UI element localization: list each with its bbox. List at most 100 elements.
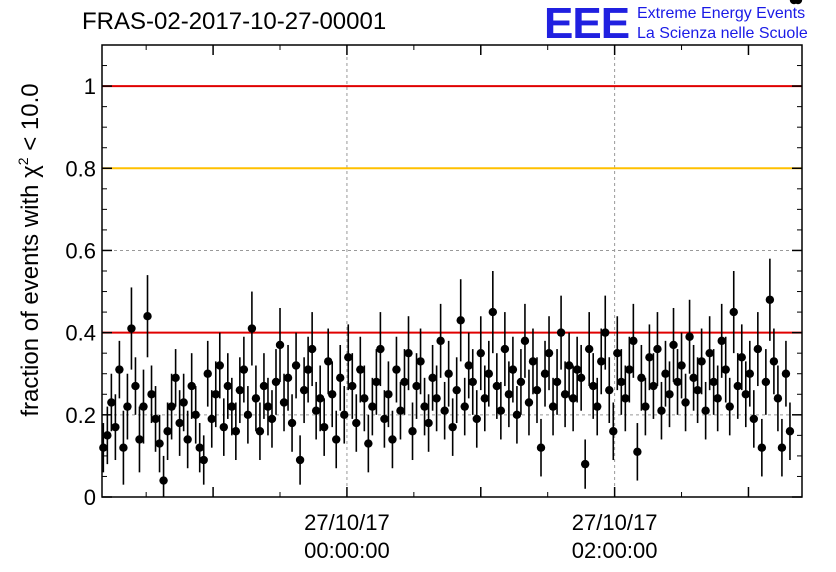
data-point [356, 365, 365, 374]
data-point [516, 377, 526, 387]
data-point [412, 381, 421, 391]
data-point [781, 369, 791, 378]
data-point [544, 348, 554, 358]
data-point [223, 381, 233, 391]
data-point [372, 377, 381, 387]
data-point [231, 427, 241, 436]
data-point [524, 398, 534, 407]
data-point [299, 385, 309, 395]
data-point [239, 365, 249, 374]
data-point [757, 443, 767, 452]
data-point [259, 381, 269, 391]
data-point [103, 431, 112, 440]
data-point [536, 443, 546, 452]
data-point [633, 447, 642, 456]
data-point [143, 312, 152, 321]
data-point [424, 418, 433, 428]
y-axis-label-symbol: χ [17, 165, 44, 178]
eee-logo: EEE Extreme Energy Events La Scienza nel… [540, 0, 830, 48]
y-tick-label: 0.2 [65, 403, 96, 428]
x-tick-label-date: 27/10/17 [572, 510, 658, 535]
data-point [267, 414, 277, 424]
data-point [303, 365, 313, 374]
y-tick-label: 0.4 [65, 321, 96, 346]
data-point [645, 353, 654, 362]
data-point [749, 414, 759, 424]
data-point [713, 394, 722, 403]
data-point [444, 369, 453, 378]
data-point [119, 443, 128, 452]
data-point [456, 316, 465, 325]
data-point [488, 307, 498, 317]
data-point [568, 394, 578, 403]
data-point [392, 365, 401, 374]
data-point [183, 435, 192, 444]
data-points [99, 0, 803, 497]
data-point [593, 402, 602, 411]
data-point [504, 390, 514, 399]
data-point [753, 344, 763, 354]
y-tick-label: 1 [84, 74, 96, 99]
data-point [163, 427, 172, 436]
data-point [195, 443, 204, 452]
data-point [629, 336, 638, 346]
data-point [452, 385, 461, 395]
y-tick-label: 0.8 [65, 156, 96, 181]
data-point [336, 373, 345, 383]
x-tick-label-time: 00:00:00 [304, 538, 390, 563]
data-point [111, 422, 120, 432]
data-point [376, 344, 385, 354]
data-point [380, 414, 389, 424]
data-point [673, 377, 682, 387]
data-point [472, 414, 481, 424]
logo-mark: EEE [544, 0, 630, 48]
data-point [436, 336, 445, 346]
data-point [476, 348, 485, 358]
y-axis: 0 0.2 0.4 0.6 0.8 1 [65, 65, 802, 510]
y-axis-label-superscript: 2 [15, 157, 31, 165]
data-point [396, 406, 405, 415]
data-point [657, 406, 666, 415]
data-point [219, 422, 228, 432]
data-point [609, 427, 618, 436]
data-point [135, 435, 144, 444]
data-point [785, 427, 795, 436]
data-point [311, 406, 321, 415]
data-point [332, 435, 341, 444]
data-point [540, 369, 550, 378]
data-point [496, 406, 506, 415]
data-point [243, 410, 253, 420]
data-point [187, 381, 196, 391]
data-point [275, 340, 285, 350]
data-point [211, 390, 220, 399]
data-point [621, 394, 630, 403]
data-point [480, 394, 489, 403]
data-point [508, 365, 518, 374]
data-point [428, 373, 437, 383]
data-point [653, 344, 662, 354]
data-point [155, 439, 164, 448]
data-point [344, 353, 353, 362]
data-point [685, 332, 694, 341]
data-point [167, 402, 176, 411]
y-tick-label: 0 [84, 485, 96, 510]
data-point [420, 402, 429, 411]
data-point [689, 373, 698, 383]
data-point [139, 402, 148, 411]
data-point [207, 414, 216, 424]
data-point [99, 443, 108, 452]
data-point [669, 340, 678, 350]
data-point [315, 394, 325, 403]
data-point [560, 390, 570, 399]
data-point [649, 381, 658, 391]
data-point [500, 344, 510, 354]
data-point [408, 427, 417, 436]
data-point [151, 414, 160, 424]
data-point [432, 394, 441, 403]
data-point [247, 324, 257, 333]
y-axis-label-suffix: < 10.0 [17, 83, 44, 157]
data-point [773, 394, 783, 403]
data-point [765, 295, 775, 304]
data-point [251, 394, 261, 403]
data-point [416, 357, 425, 366]
